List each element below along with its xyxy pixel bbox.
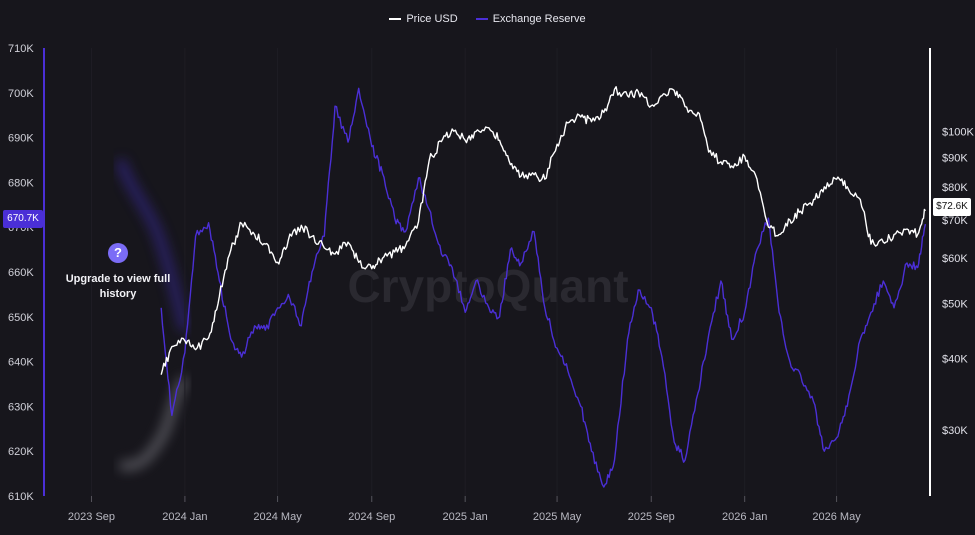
series-line-price-usd xyxy=(160,86,926,375)
left-tick-label: 640K xyxy=(8,357,34,369)
left-tick-label: 630K xyxy=(8,401,34,413)
x-tick-label: 2026 Jan xyxy=(722,511,767,523)
x-axis-ticks: 2023 Sep 2024 Jan 2024 May 2024 Sep 2025 Jan… xyxy=(68,496,861,523)
legend-label-price: Price USD xyxy=(406,13,458,25)
left-tick-label: 620K xyxy=(8,446,34,458)
legend-item-price[interactable]: Price USD xyxy=(389,13,458,25)
left-tick-label: 680K xyxy=(8,177,34,189)
left-tick-label: 700K xyxy=(8,88,34,100)
left-tick-label: 650K xyxy=(8,312,34,324)
right-tick-label: $40K xyxy=(942,354,968,366)
blurred-reserve-history xyxy=(115,158,190,332)
right-tick-label: $50K xyxy=(942,298,968,310)
right-tick-label: $90K xyxy=(942,153,968,165)
legend-label-reserve: Exchange Reserve xyxy=(492,13,586,25)
right-tick-label: $80K xyxy=(942,182,968,194)
current-price-badge: $72.6K xyxy=(933,198,971,216)
upgrade-overlay[interactable]: ? Upgrade to view full history xyxy=(62,243,174,302)
vertical-gridlines xyxy=(90,48,838,496)
blurred-price-history xyxy=(118,375,189,471)
series-exchange-reserve xyxy=(160,87,927,488)
left-tick-label: 660K xyxy=(8,267,34,279)
upgrade-text: Upgrade to view full history xyxy=(65,273,171,300)
x-tick-label: 2023 Sep xyxy=(68,511,115,523)
legend-swatch-reserve xyxy=(475,18,488,20)
blurred-history xyxy=(115,158,190,471)
right-tick-label: $100K xyxy=(942,126,974,138)
x-tick-label: 2024 Jan xyxy=(162,511,207,523)
x-tick-label: 2024 Sep xyxy=(348,511,395,523)
x-tick-label: 2024 May xyxy=(253,511,302,523)
legend-swatch-price xyxy=(389,18,402,20)
right-tick-label: $30K xyxy=(942,425,968,437)
left-tick-label: 610K xyxy=(8,491,34,503)
legend: Price USD Exchange Reserve xyxy=(0,13,975,25)
x-tick-label: 2025 May xyxy=(533,511,582,523)
right-tick-label: $60K xyxy=(942,253,968,265)
left-tick-label: 690K xyxy=(8,133,34,145)
series-price-usd xyxy=(160,86,926,375)
question-icon[interactable]: ? xyxy=(108,243,128,263)
left-axis-ticks: 710K700K690K680K670K660K650K640K630K620K… xyxy=(8,43,34,503)
series-line-exchange-reserve xyxy=(160,87,927,488)
right-tick-label: $70K xyxy=(942,215,968,227)
x-tick-label: 2025 Sep xyxy=(628,511,675,523)
right-axis-ticks: $100K $90K $80K $70K $60K $50K $40K $30K xyxy=(942,126,974,437)
current-reserve-badge: 670.7K xyxy=(3,210,43,228)
left-tick-label: 710K xyxy=(8,43,34,55)
legend-item-reserve[interactable]: Exchange Reserve xyxy=(475,13,586,25)
watermark: CryptoQuant xyxy=(347,260,628,312)
x-tick-label: 2025 Jan xyxy=(443,511,488,523)
x-tick-label: 2026 May xyxy=(812,511,861,523)
